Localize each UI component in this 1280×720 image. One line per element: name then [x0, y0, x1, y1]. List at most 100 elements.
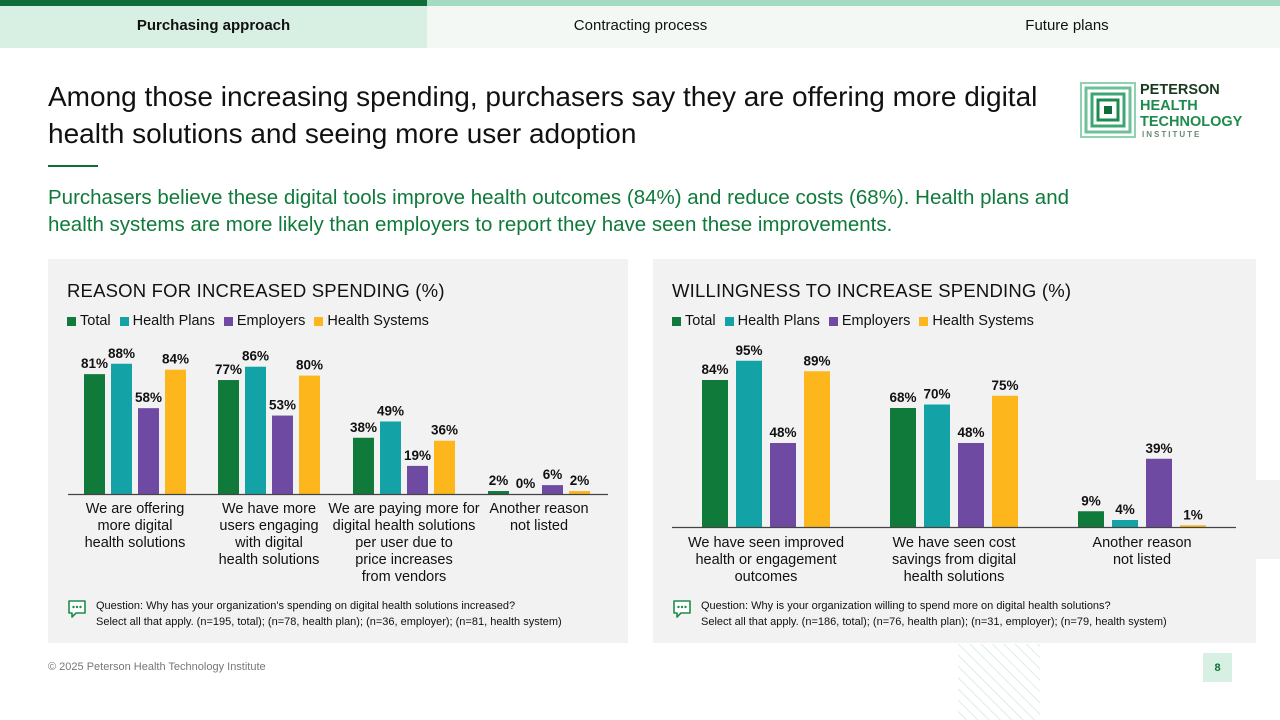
bar-employers: [958, 443, 984, 527]
bar-total: [353, 437, 374, 494]
category-label: from vendors: [362, 569, 447, 585]
legend-employers: Employers: [828, 313, 910, 329]
chart-legend: Total Health Plans Employers Health Syst…: [672, 313, 1043, 329]
question-note: Question: Why is your organization willi…: [701, 600, 1167, 628]
comment-icon: [673, 600, 691, 618]
category-label: health solutions: [85, 535, 186, 551]
category-label: We are offering: [86, 501, 185, 517]
data-label: 38%: [350, 420, 377, 435]
bar-health-plans: [924, 404, 950, 527]
bar-health-systems: [434, 440, 455, 494]
peterson-logo: PETERSON HEALTH TECHNOLOGY INSTITUTE: [1080, 82, 1250, 142]
legend-total: Total: [67, 313, 111, 329]
category-label: price increases: [355, 552, 453, 568]
category-label: We are paying more for: [328, 501, 479, 517]
bar-employers: [542, 485, 563, 494]
legend-swatch: [828, 316, 838, 326]
category-label: Another reason: [489, 501, 588, 517]
bar-employers: [407, 465, 428, 494]
data-label: 36%: [431, 423, 458, 438]
legend-swatch: [119, 316, 129, 326]
chart-title: REASON FOR INCREASED SPENDING (%): [67, 280, 445, 301]
bar-health-plans: [736, 360, 762, 527]
category-label: Another reason: [1092, 535, 1191, 551]
bar-health-systems: [569, 491, 590, 494]
bar-total: [1078, 511, 1104, 527]
category-label: outcomes: [735, 569, 798, 585]
legend-swatch: [67, 316, 76, 326]
legend-swatch: [919, 316, 929, 326]
hatch-decoration: [958, 644, 1040, 720]
logo-wordmark: PETERSON HEALTH TECHNOLOGY INSTITUTE: [1140, 82, 1243, 139]
data-label: 9%: [1081, 493, 1101, 508]
bar-health-systems: [299, 375, 320, 494]
data-label: 6%: [543, 467, 563, 482]
legend-total: Total: [672, 313, 716, 329]
bar-total: [488, 491, 509, 494]
legend-health-plans: Health Plans: [119, 313, 215, 329]
category-label: We have more: [222, 501, 316, 517]
bar-health-systems: [992, 395, 1018, 527]
bar-employers: [770, 443, 796, 527]
logo-mark-icon: [1080, 82, 1136, 138]
bar-employers: [272, 415, 293, 494]
page-subtitle: Purchasers believe these digital tools i…: [48, 186, 1069, 236]
bar-employers: [138, 408, 159, 494]
tab-bar: Purchasing approach Contracting process …: [0, 0, 1280, 48]
chart-legend: Total Health Plans Employers Health Syst…: [67, 313, 438, 329]
bar-total: [890, 408, 916, 527]
data-label: 2%: [570, 473, 590, 488]
title-divider: [48, 165, 98, 167]
data-label: 4%: [1115, 502, 1135, 517]
category-label: with digital: [234, 535, 303, 551]
category-label: health solutions: [904, 569, 1005, 585]
data-label: 2%: [489, 473, 509, 488]
legend-swatch: [724, 316, 734, 326]
bar-health-plans: [1112, 520, 1138, 527]
data-label: 48%: [769, 425, 796, 440]
legend-health-plans: Health Plans: [724, 313, 820, 329]
legend-swatch: [314, 316, 324, 326]
data-label: 86%: [242, 349, 269, 364]
data-label: 89%: [803, 353, 830, 368]
bar-health-plans: [111, 363, 132, 494]
data-label: 53%: [269, 398, 296, 413]
data-label: 75%: [991, 378, 1018, 393]
legend-health-systems: Health Systems: [919, 313, 1034, 329]
page-number: 8: [1203, 653, 1232, 682]
data-label: 49%: [377, 403, 404, 418]
legend-health-systems: Health Systems: [314, 313, 429, 329]
bar-employers: [1146, 458, 1172, 527]
tab-purchasing-approach[interactable]: Purchasing approach: [0, 0, 427, 48]
category-label: health solutions: [219, 552, 320, 568]
data-label: 84%: [162, 352, 189, 367]
willingness-chart-panel: WILLINGNESS TO INCREASE SPENDING (%) Tot…: [653, 259, 1256, 643]
data-label: 77%: [215, 362, 242, 377]
bar-total: [218, 380, 239, 494]
data-label: 84%: [701, 362, 728, 377]
reason-chart-panel: REASON FOR INCREASED SPENDING (%) Total …: [48, 259, 628, 643]
data-label: 0%: [516, 476, 536, 491]
tab-future-plans[interactable]: Future plans: [854, 0, 1280, 48]
category-label: digital health solutions: [333, 518, 476, 534]
data-label: 80%: [296, 358, 323, 373]
page-title: Among those increasing spending, purchas…: [48, 81, 1038, 149]
category-label: not listed: [510, 518, 568, 534]
edge-decoration: [1256, 480, 1280, 559]
bar-health-plans: [245, 366, 266, 494]
category-label: per user due to: [355, 535, 453, 551]
data-label: 19%: [404, 448, 431, 463]
comment-icon: [68, 600, 86, 618]
chart-title: WILLINGNESS TO INCREASE SPENDING (%): [672, 280, 1072, 301]
bar-health-systems: [1180, 525, 1206, 527]
data-label: 95%: [735, 343, 762, 358]
data-label: 88%: [108, 346, 135, 361]
data-label: 48%: [957, 425, 984, 440]
willingness-bar-chart: 84%95%48%89%We have seen improvedhealth …: [672, 343, 1236, 585]
category-label: more digital: [98, 518, 173, 534]
category-label: We have seen cost: [892, 535, 1015, 551]
data-label: 70%: [923, 387, 950, 402]
category-label: savings from digital: [892, 552, 1016, 568]
tab-contracting-process[interactable]: Contracting process: [427, 0, 854, 48]
